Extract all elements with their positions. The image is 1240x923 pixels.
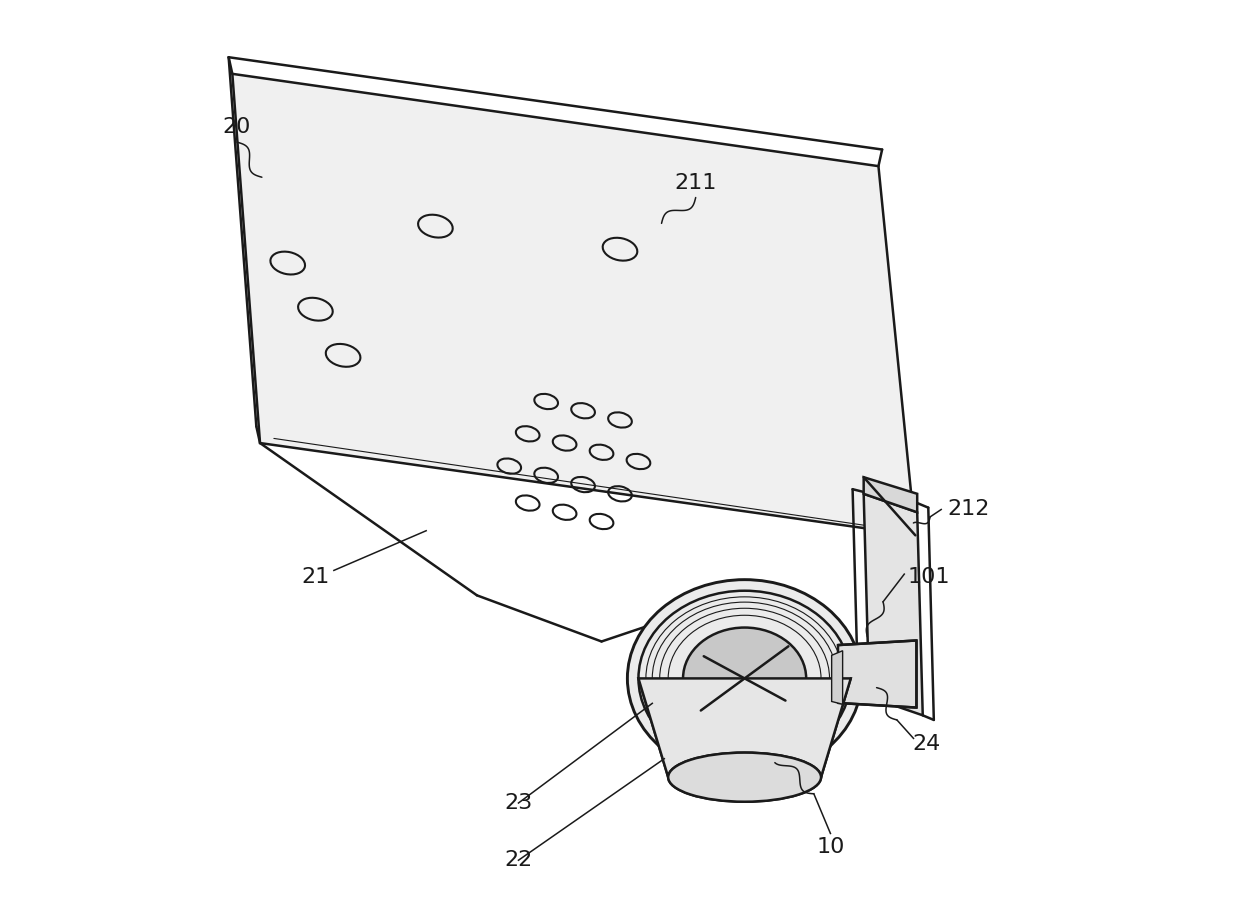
Text: 10: 10	[816, 837, 844, 857]
Text: 211: 211	[675, 173, 717, 193]
Text: 101: 101	[908, 567, 950, 587]
Polygon shape	[864, 477, 918, 512]
Polygon shape	[864, 494, 923, 715]
Text: 212: 212	[947, 499, 990, 520]
Polygon shape	[232, 74, 915, 535]
Text: 20: 20	[223, 117, 252, 138]
Ellipse shape	[627, 580, 862, 777]
Polygon shape	[832, 651, 843, 704]
Polygon shape	[639, 678, 851, 777]
Text: 22: 22	[505, 850, 533, 870]
Text: 23: 23	[505, 793, 533, 813]
Text: 21: 21	[301, 567, 330, 587]
Ellipse shape	[668, 752, 821, 802]
Ellipse shape	[683, 628, 806, 729]
Polygon shape	[838, 641, 916, 708]
Ellipse shape	[668, 752, 821, 802]
Text: 24: 24	[913, 734, 941, 754]
